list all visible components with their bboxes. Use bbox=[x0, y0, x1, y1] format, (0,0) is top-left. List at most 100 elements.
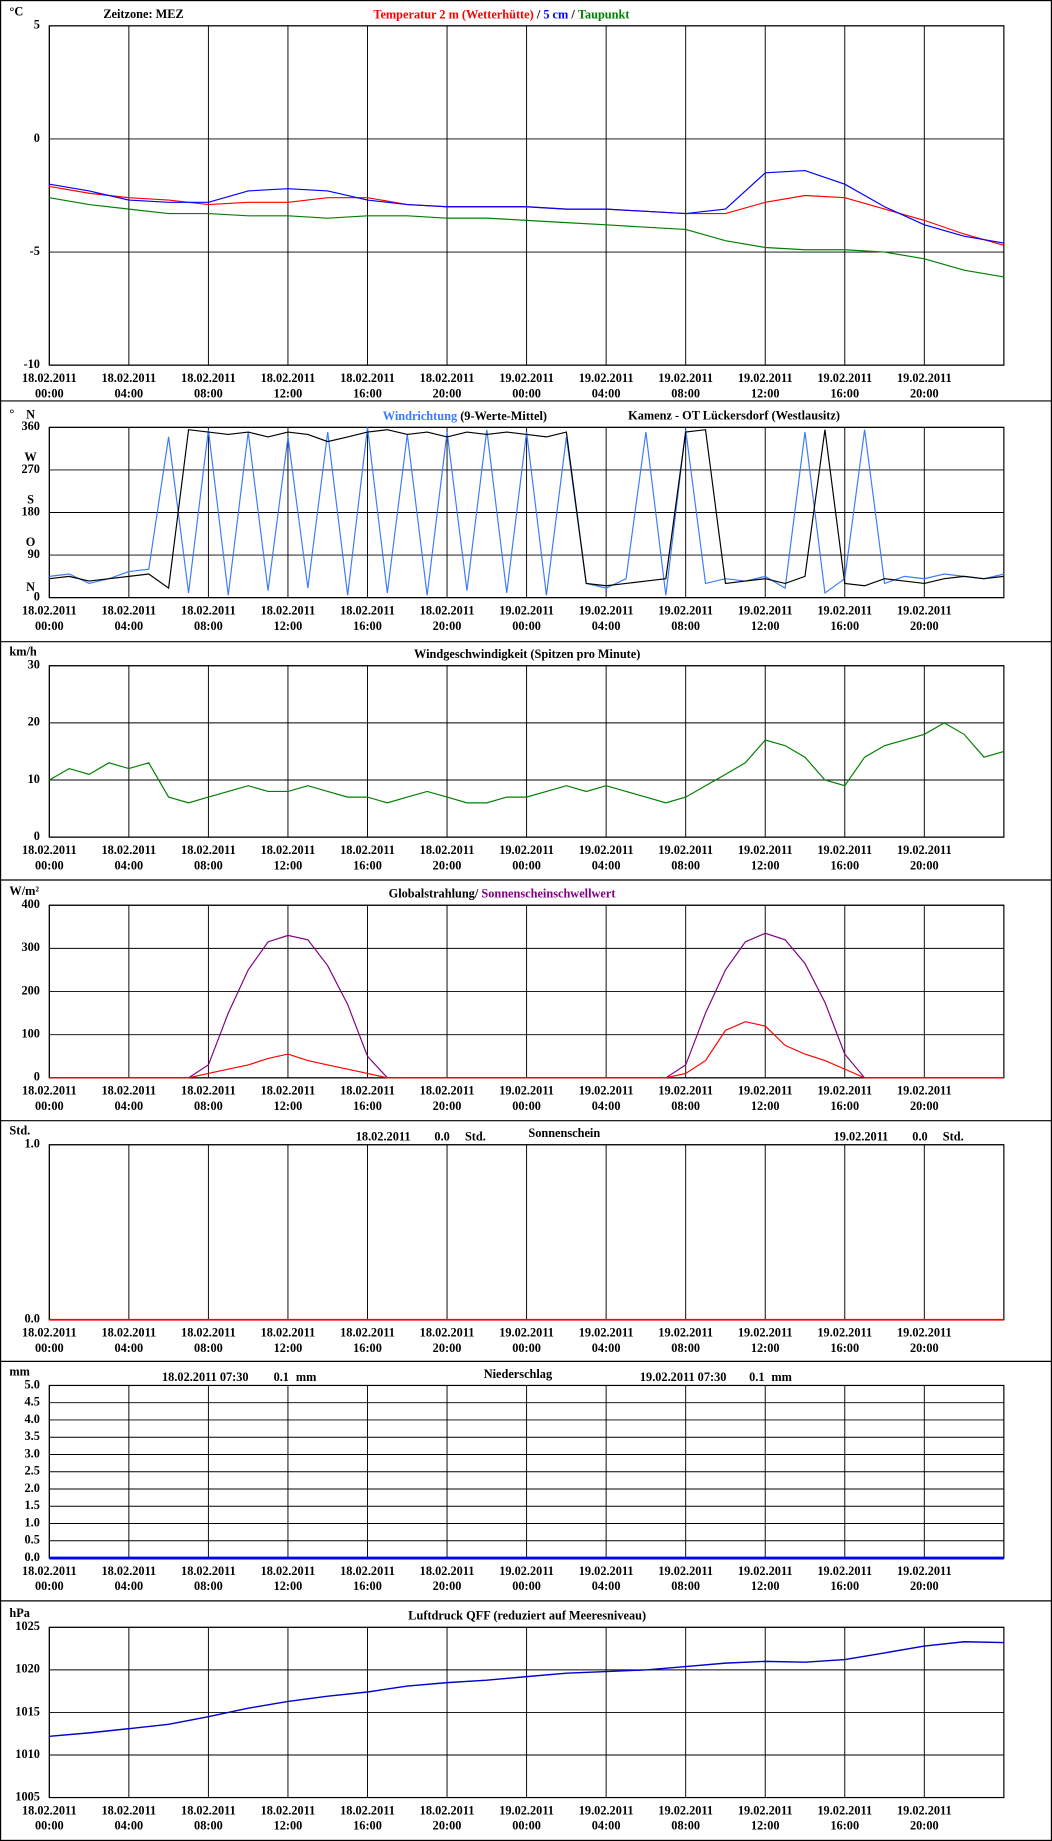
title-part: Globalstrahlung/ bbox=[389, 886, 479, 900]
series-line bbox=[49, 427, 1004, 596]
x-tick-time: 16:00 bbox=[353, 1579, 382, 1593]
chart-title: Luftdruck QFF (reduziert auf Meeresnivea… bbox=[408, 1609, 646, 1623]
x-tick-time: 12:00 bbox=[751, 1819, 780, 1833]
x-tick-date: 18.02.2011 bbox=[101, 1084, 156, 1098]
x-tick-time: 08:00 bbox=[194, 1341, 223, 1355]
x-tick-time: 00:00 bbox=[35, 1099, 64, 1113]
x-tick-time: 12:00 bbox=[274, 1819, 303, 1833]
title-part: Sonnenscheinschwellwert bbox=[478, 886, 616, 900]
x-tick-date: 18.02.2011 bbox=[101, 1326, 156, 1340]
x-tick-date: 19.02.2011 bbox=[738, 1084, 793, 1098]
y-tick-label: 4.5 bbox=[25, 1395, 40, 1409]
y-unit: mm bbox=[9, 1364, 30, 1378]
x-tick-time: 20:00 bbox=[910, 1099, 939, 1113]
y-unit: °C bbox=[9, 5, 23, 19]
x-tick-date: 18.02.2011 bbox=[420, 371, 475, 385]
y-tick-label: 20 bbox=[28, 715, 40, 729]
x-tick-time: 16:00 bbox=[353, 619, 382, 633]
x-tick-time: 00:00 bbox=[512, 1819, 541, 1833]
compass-label: N bbox=[26, 407, 35, 421]
series-line bbox=[49, 1021, 1004, 1079]
y-unit: ° bbox=[9, 406, 14, 420]
annotation: 0.1 bbox=[274, 1370, 289, 1384]
x-tick-date: 19.02.2011 bbox=[738, 1803, 793, 1817]
y-unit: W/m² bbox=[9, 884, 39, 898]
x-tick-date: 19.02.2011 bbox=[499, 604, 554, 618]
x-tick-date: 18.02.2011 bbox=[340, 843, 395, 857]
title-part: / bbox=[534, 7, 544, 21]
x-tick-date: 19.02.2011 bbox=[897, 604, 952, 618]
x-tick-date: 19.02.2011 bbox=[817, 604, 872, 618]
x-tick-time: 00:00 bbox=[35, 1819, 64, 1833]
y-tick-label: 1020 bbox=[15, 1662, 40, 1676]
x-tick-date: 18.02.2011 bbox=[22, 1564, 77, 1578]
x-tick-date: 18.02.2011 bbox=[181, 1803, 236, 1817]
x-tick-time: 16:00 bbox=[830, 1819, 859, 1833]
y-tick-label: 2.0 bbox=[25, 1481, 40, 1495]
x-tick-time: 16:00 bbox=[353, 1341, 382, 1355]
x-tick-date: 18.02.2011 bbox=[340, 604, 395, 618]
x-tick-time: 20:00 bbox=[433, 1341, 462, 1355]
x-tick-time: 08:00 bbox=[671, 1341, 700, 1355]
x-tick-date: 18.02.2011 bbox=[261, 371, 316, 385]
x-tick-time: 08:00 bbox=[194, 1819, 223, 1833]
x-tick-date: 19.02.2011 bbox=[499, 371, 554, 385]
title-part: Taupunkt bbox=[578, 7, 630, 21]
series-line bbox=[49, 170, 1004, 244]
chart-title: Windrichtung (9-Werte-Mittel) bbox=[383, 409, 547, 423]
x-tick-time: 12:00 bbox=[751, 619, 780, 633]
x-tick-date: 19.02.2011 bbox=[738, 371, 793, 385]
x-tick-date: 19.02.2011 bbox=[579, 1084, 634, 1098]
series-line bbox=[49, 722, 1005, 804]
compass-label: O bbox=[26, 535, 36, 549]
title-part: / bbox=[568, 7, 578, 21]
title-part: Windrichtung bbox=[383, 409, 458, 423]
x-tick-time: 20:00 bbox=[910, 1579, 939, 1593]
x-tick-time: 16:00 bbox=[353, 858, 382, 872]
x-tick-time: 16:00 bbox=[353, 1819, 382, 1833]
x-tick-time: 08:00 bbox=[671, 386, 700, 400]
x-tick-date: 18.02.2011 bbox=[420, 843, 475, 857]
y-tick-label: 1.5 bbox=[25, 1498, 40, 1512]
x-tick-date: 18.02.2011 bbox=[261, 1326, 316, 1340]
y-tick-label: 1.0 bbox=[25, 1137, 40, 1151]
x-tick-date: 18.02.2011 bbox=[340, 1803, 395, 1817]
x-tick-time: 08:00 bbox=[671, 1099, 700, 1113]
x-tick-date: 18.02.2011 bbox=[420, 1326, 475, 1340]
series-line bbox=[49, 1641, 1004, 1737]
x-tick-time: 00:00 bbox=[35, 386, 64, 400]
annotation: 0.1 bbox=[749, 1370, 764, 1384]
x-tick-date: 18.02.2011 bbox=[420, 1084, 475, 1098]
y-tick-label: -5 bbox=[30, 244, 40, 258]
x-tick-time: 08:00 bbox=[194, 386, 223, 400]
y-tick-label: 400 bbox=[21, 897, 39, 911]
chart-title: Temperatur 2 m (Wetterhütte) / 5 cm / Ta… bbox=[373, 7, 630, 21]
x-tick-time: 08:00 bbox=[194, 1099, 223, 1113]
x-tick-date: 18.02.2011 bbox=[261, 843, 316, 857]
x-tick-date: 18.02.2011 bbox=[261, 1084, 316, 1098]
y-tick-label: 0 bbox=[34, 829, 40, 843]
x-tick-time: 04:00 bbox=[592, 1099, 621, 1113]
x-tick-time: 04:00 bbox=[114, 1341, 143, 1355]
title-part: Luftdruck QFF (reduziert auf Meeresnivea… bbox=[408, 1609, 646, 1623]
x-tick-time: 16:00 bbox=[830, 619, 859, 633]
title-part: (9-Werte-Mittel) bbox=[457, 409, 547, 423]
title-part: Windgeschwindigkeit (Spitzen pro Minute) bbox=[414, 647, 640, 661]
x-tick-date: 18.02.2011 bbox=[420, 1803, 475, 1817]
y-tick-label: 10 bbox=[28, 772, 40, 786]
x-tick-time: 00:00 bbox=[512, 1099, 541, 1113]
y-tick-label: 3.5 bbox=[25, 1429, 40, 1443]
x-tick-date: 19.02.2011 bbox=[579, 371, 634, 385]
x-tick-date: 19.02.2011 bbox=[738, 1564, 793, 1578]
x-tick-date: 18.02.2011 bbox=[420, 1564, 475, 1578]
annotation: 18.02.2011 bbox=[356, 1130, 411, 1144]
annotation: 19.02.2011 bbox=[834, 1130, 889, 1144]
x-tick-time: 04:00 bbox=[592, 1341, 621, 1355]
y-tick-label: 3.0 bbox=[25, 1446, 40, 1460]
x-tick-date: 18.02.2011 bbox=[22, 604, 77, 618]
x-tick-time: 12:00 bbox=[274, 386, 303, 400]
x-tick-time: 16:00 bbox=[830, 1341, 859, 1355]
y-tick-label: 1015 bbox=[15, 1704, 40, 1718]
x-tick-time: 20:00 bbox=[433, 619, 462, 633]
compass-label: W bbox=[24, 450, 37, 464]
